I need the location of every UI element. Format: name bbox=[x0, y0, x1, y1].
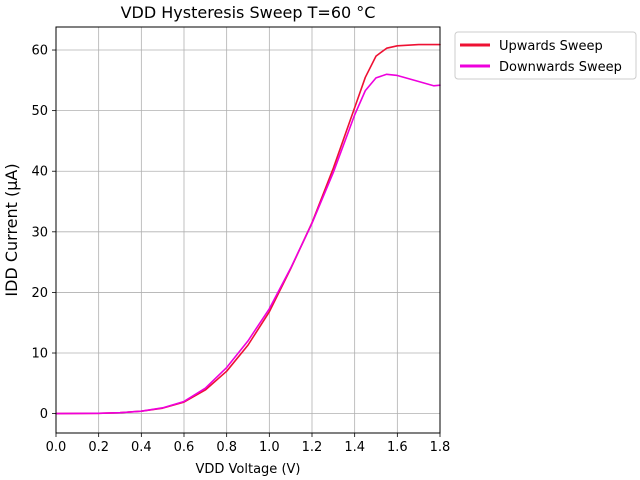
plot-area bbox=[55, 26, 441, 434]
legend: Upwards Sweep Downwards Sweep bbox=[454, 31, 637, 80]
legend-label: Upwards Sweep bbox=[499, 39, 603, 54]
x-tick-label: 1.8 bbox=[430, 440, 451, 455]
series-layer bbox=[55, 43, 441, 415]
x-tick-label: 0.0 bbox=[46, 440, 67, 455]
legend-box bbox=[454, 31, 637, 80]
series-line-downwards-sweep bbox=[55, 73, 441, 415]
x-axis-label: VDD Voltage (V) bbox=[196, 462, 301, 477]
y-axis-label: IDD Current (μA) bbox=[2, 163, 21, 296]
x-tick-label: 1.0 bbox=[259, 440, 280, 455]
y-tick-label: 60 bbox=[31, 44, 48, 59]
x-tick-label: 1.2 bbox=[302, 440, 323, 455]
y-tick-label: 10 bbox=[31, 347, 48, 362]
x-tick-label: 0.8 bbox=[216, 440, 237, 455]
x-tick-label: 0.6 bbox=[174, 440, 195, 455]
series-line-upwards-sweep bbox=[55, 43, 441, 415]
x-tick-label: 0.4 bbox=[131, 440, 152, 455]
grid-lines bbox=[55, 27, 441, 433]
x-tick-label: 1.4 bbox=[344, 440, 365, 455]
x-tick-label: 1.6 bbox=[387, 440, 408, 455]
y-tick-label: 20 bbox=[31, 286, 48, 301]
axis-ticks: 0.0 0.2 0.4 0.6 0.8 1.0 1.2 1.4 1.6 1.8 0 10 20 30 40 5… bbox=[31, 44, 450, 455]
legend-label: Downwards Sweep bbox=[499, 60, 622, 75]
y-tick-label: 40 bbox=[31, 165, 48, 180]
y-tick-label: 30 bbox=[31, 225, 48, 240]
y-tick-label: 0 bbox=[40, 407, 48, 422]
chart-title: VDD Hysteresis Sweep T=60 °C bbox=[121, 3, 376, 22]
x-tick-label: 0.2 bbox=[88, 440, 109, 455]
y-tick-label: 50 bbox=[31, 104, 48, 119]
